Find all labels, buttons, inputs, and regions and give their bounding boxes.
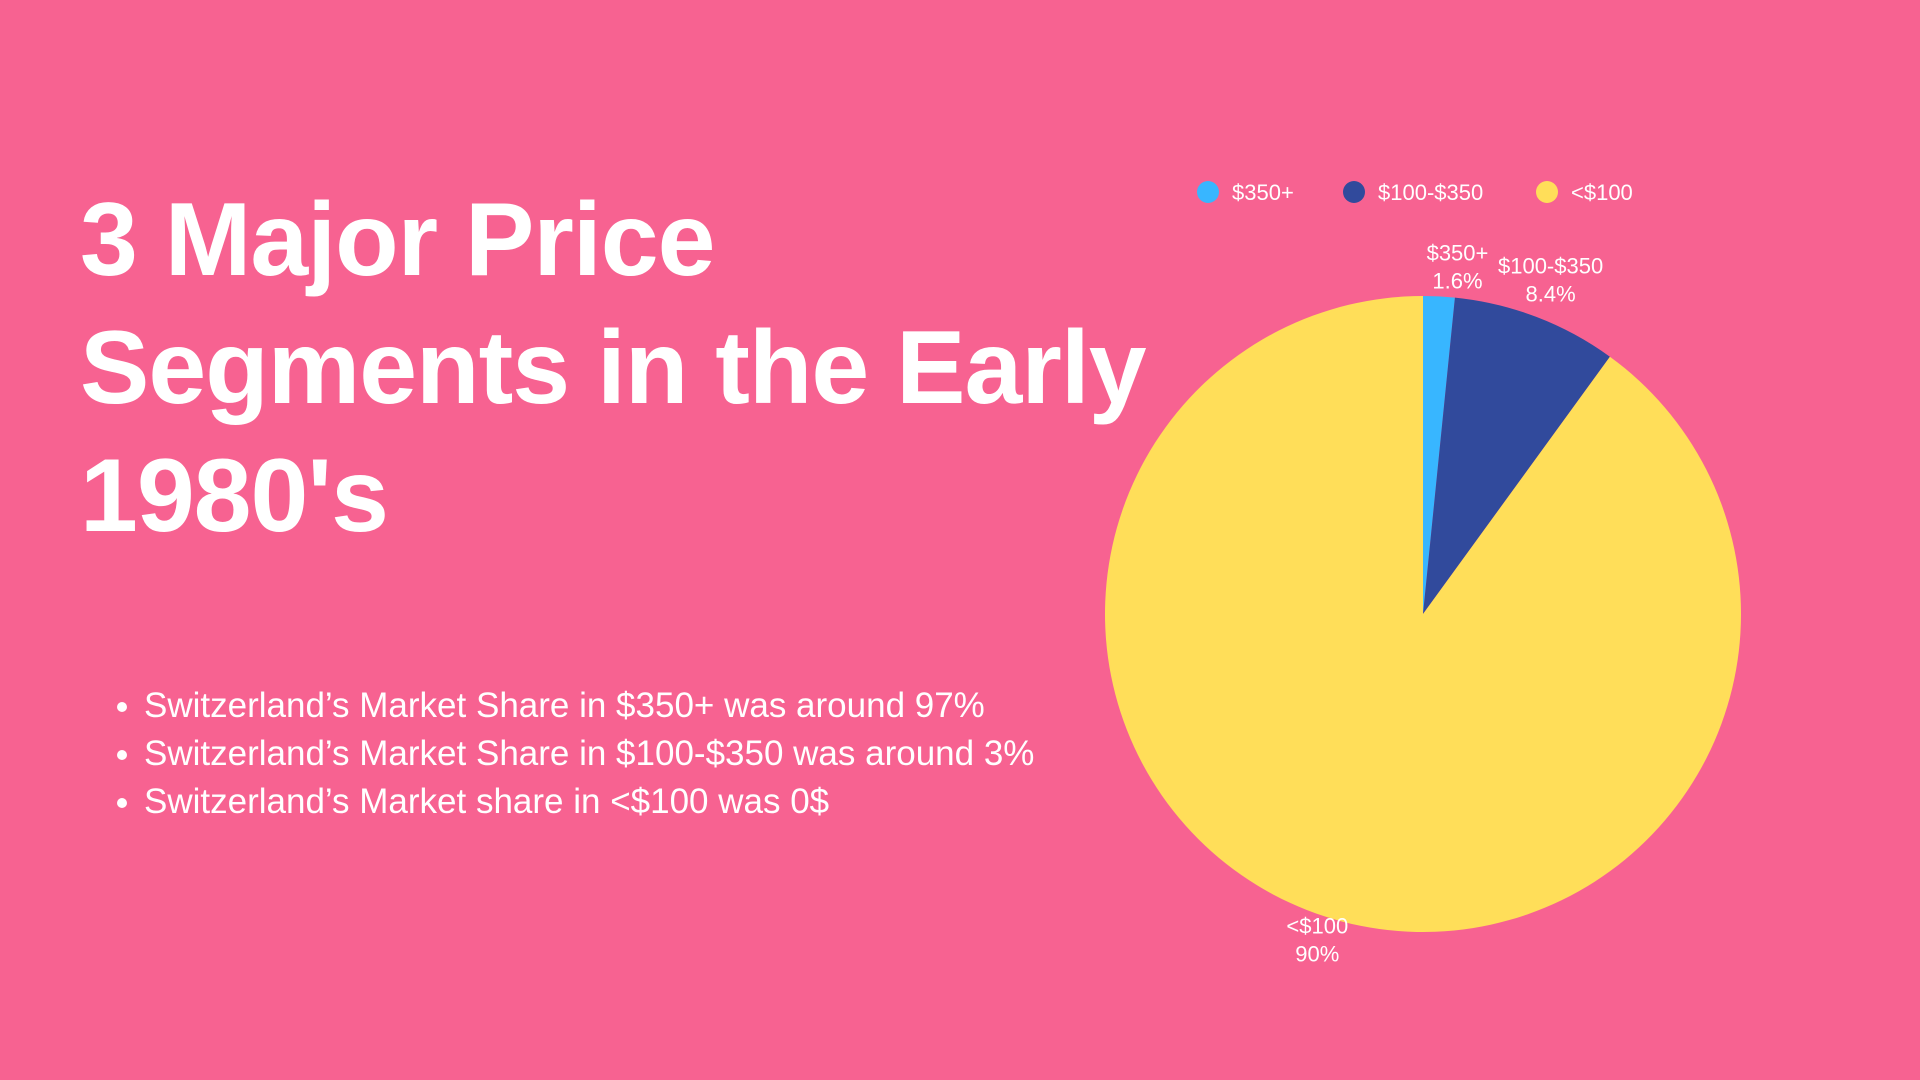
- legend-item-under-100: <$100: [1536, 180, 1633, 205]
- bullet-item: Switzerland’s Market Share in $100-$350 …: [144, 730, 1034, 778]
- pie-slices: [1105, 296, 1741, 933]
- legend-label: $350+: [1232, 180, 1294, 205]
- bullet-item: Switzerland’s Market share in <$100 was …: [144, 778, 1034, 826]
- pie-data-labels: $350+ 1.6% $100-$350 8.4% <$100 90%: [1286, 240, 1603, 966]
- pie-label-350-plus: $350+: [1427, 240, 1489, 265]
- pie-label-100-350: $100-$350: [1498, 254, 1603, 279]
- chart-legend: $350+ $100-$350 <$100: [1197, 180, 1633, 205]
- pie-value-350-plus: 1.6%: [1432, 268, 1482, 293]
- legend-swatch: [1536, 181, 1558, 203]
- pie-label-under-100: <$100: [1286, 913, 1348, 938]
- slide-title: 3 Major Price Segments in the Early 1980…: [80, 176, 1147, 560]
- legend-item-350-plus: $350+: [1197, 180, 1294, 205]
- legend-label: <$100: [1571, 180, 1633, 205]
- legend-item-100-350: $100-$350: [1343, 180, 1483, 205]
- pie-slice-under-100: [1105, 296, 1741, 933]
- bullet-list: Switzerland’s Market Share in $350+ was …: [112, 682, 1034, 826]
- pie-value-under-100: 90%: [1295, 941, 1339, 966]
- title-line-3: 1980's: [80, 438, 389, 554]
- pie-chart: $350+ $100-$350 <$100 $350+ 1.6% $100-$350 8.…: [1105, 180, 1741, 966]
- pie-value-100-350: 8.4%: [1526, 282, 1576, 307]
- title-line-1: 3 Major Price: [80, 182, 715, 298]
- title-line-2: Segments in the Early: [80, 310, 1147, 426]
- bullet-item: Switzerland’s Market Share in $350+ was …: [144, 682, 1034, 730]
- pie-slice-100-350: [1423, 297, 1610, 614]
- legend-swatch: [1343, 181, 1365, 203]
- legend-label: $100-$350: [1378, 180, 1483, 205]
- pie-slice-350-plus: [1423, 296, 1455, 614]
- legend-swatch: [1197, 181, 1219, 203]
